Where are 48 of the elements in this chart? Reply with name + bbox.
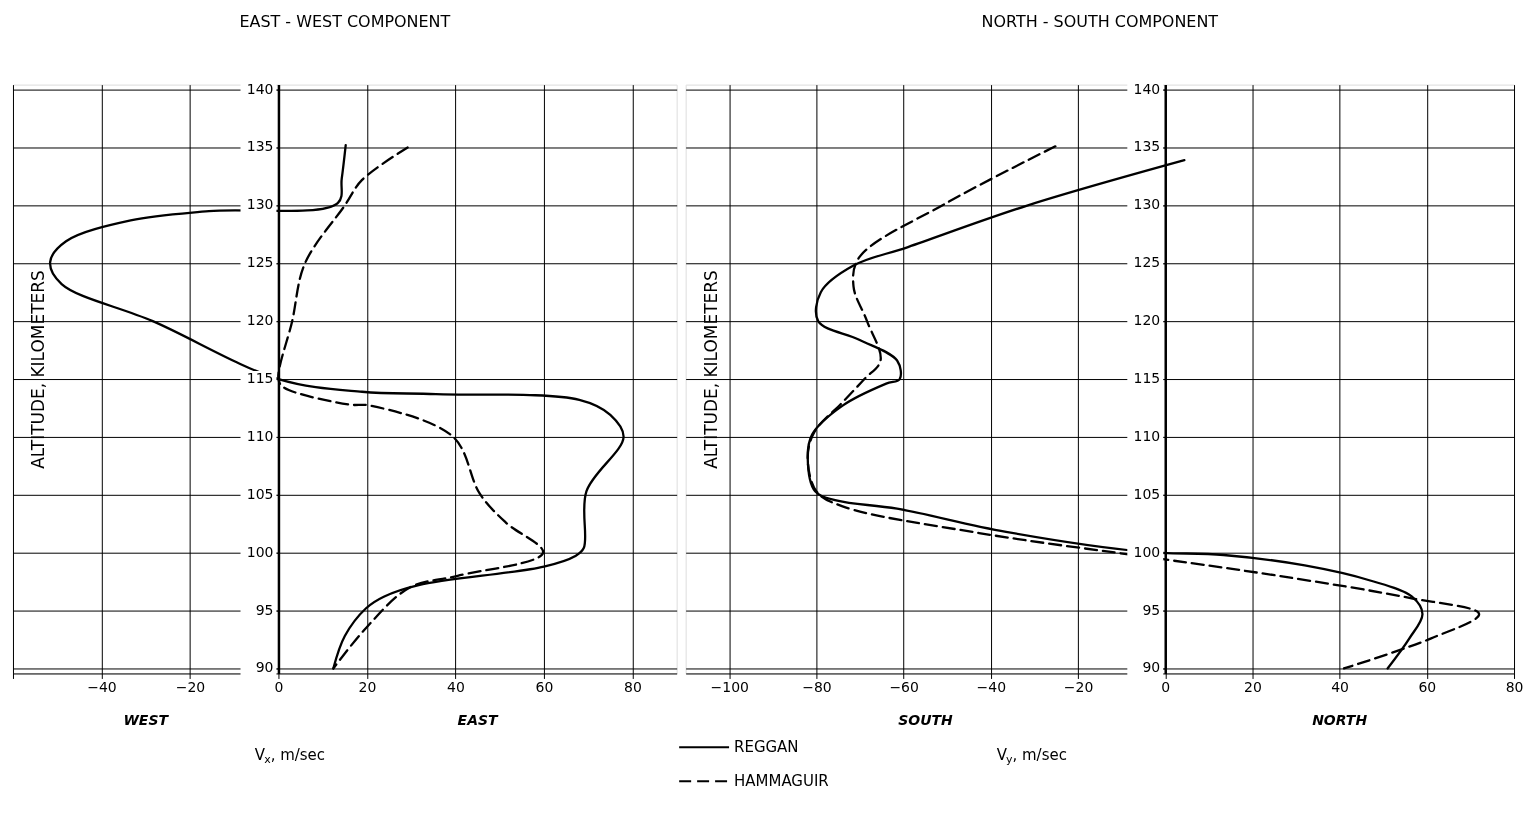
text: EAST: [457, 712, 499, 729]
x-tick-label: −40: [976, 678, 1007, 695]
text: SOUTH: [898, 712, 953, 729]
x-tick-label: −60: [889, 678, 919, 695]
x-tick-label: 80: [624, 678, 642, 695]
chart-title: EAST - WEST COMPONENT: [239, 11, 451, 31]
x-tick-label: 20: [1244, 678, 1262, 695]
y-tick-label: 140: [246, 80, 274, 97]
y-tick-label: 120: [246, 312, 274, 329]
y-tick-label: 105: [1133, 485, 1161, 502]
y-axis-title: ALTITUDE, KILOMETERS: [28, 270, 49, 469]
text: WEST: [123, 712, 170, 729]
y-tick-label: 110: [246, 427, 274, 444]
x-tick-label: 40: [447, 678, 465, 695]
x-tick-label: −80: [802, 678, 832, 695]
x-tick-label: −20: [175, 678, 206, 695]
legend-label: REGGAN: [734, 738, 799, 757]
y-tick-label: 130: [1133, 196, 1161, 213]
y-tick-label: 100: [246, 543, 274, 560]
y-tick-label: 125: [1133, 254, 1161, 271]
legend-label: HAMMAGUIR: [734, 772, 829, 791]
y-tick-label: 130: [246, 196, 274, 213]
y-tick-label: 120: [1133, 312, 1161, 329]
x-tick-label: 40: [1331, 678, 1350, 695]
text: NORTH: [1312, 712, 1368, 729]
y-tick-label: 90: [1142, 659, 1161, 676]
y-tick-label: 125: [246, 254, 274, 271]
chart-title: NORTH - SOUTH COMPONENT: [981, 11, 1219, 31]
y-tick-label: 115: [1133, 370, 1161, 387]
x-tick-label: −100: [710, 678, 749, 695]
y-tick-label: 90: [255, 659, 274, 676]
x-tick-label: 20: [358, 678, 377, 695]
x-tick-label: 0: [1161, 678, 1171, 695]
y-tick-label: 135: [1133, 138, 1161, 155]
x-tick-label: 60: [1418, 678, 1437, 695]
y-tick-label: 115: [246, 370, 274, 387]
x-tick-label: 0: [274, 678, 284, 695]
x-tick-label: −40: [87, 678, 117, 695]
x-tick-label: −20: [1063, 678, 1094, 695]
x-tick-label: 80: [1505, 678, 1524, 695]
y-tick-label: 95: [1142, 601, 1161, 618]
x-tick-label: 60: [535, 678, 554, 695]
y-tick-label: 140: [1133, 80, 1161, 97]
y-axis-title: ALTITUDE, KILOMETERS: [701, 270, 722, 469]
y-tick-label: 105: [246, 485, 274, 502]
y-tick-label: 135: [246, 138, 274, 155]
y-tick-label: 95: [255, 601, 274, 618]
y-tick-label: 110: [1133, 427, 1161, 444]
